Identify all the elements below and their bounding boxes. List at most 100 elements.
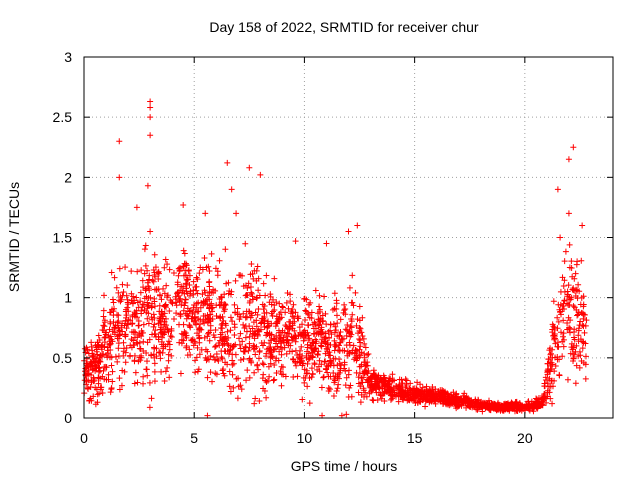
data-point bbox=[580, 315, 587, 322]
data-point bbox=[547, 345, 554, 352]
data-point bbox=[337, 316, 344, 323]
data-point bbox=[161, 290, 168, 297]
data-point bbox=[185, 267, 192, 274]
data-point bbox=[321, 293, 328, 300]
data-point bbox=[539, 402, 546, 409]
data-point bbox=[209, 304, 216, 311]
data-point bbox=[472, 399, 479, 406]
data-point bbox=[327, 321, 334, 328]
data-point bbox=[232, 277, 239, 284]
data-point bbox=[193, 287, 200, 294]
data-point bbox=[263, 272, 270, 279]
data-point bbox=[411, 397, 418, 404]
data-point bbox=[389, 371, 396, 378]
data-point bbox=[99, 327, 106, 334]
data-point bbox=[94, 351, 101, 358]
data-point bbox=[200, 302, 207, 309]
data-point bbox=[324, 363, 331, 370]
data-point bbox=[195, 326, 202, 333]
data-point bbox=[302, 316, 309, 323]
gridlines bbox=[84, 57, 613, 418]
data-point bbox=[176, 267, 183, 274]
data-point bbox=[551, 368, 558, 375]
data-point bbox=[107, 338, 114, 345]
data-point bbox=[202, 210, 209, 217]
data-point bbox=[117, 298, 124, 305]
data-point bbox=[100, 351, 107, 358]
data-point bbox=[556, 356, 563, 363]
data-point bbox=[462, 395, 469, 402]
data-point bbox=[163, 282, 170, 289]
data-point bbox=[186, 281, 193, 288]
data-point bbox=[142, 242, 149, 249]
data-point bbox=[337, 328, 344, 335]
data-point bbox=[263, 309, 270, 316]
data-point bbox=[314, 350, 321, 357]
data-point bbox=[348, 324, 355, 331]
data-point bbox=[221, 338, 228, 345]
data-point bbox=[333, 312, 340, 319]
data-point bbox=[508, 402, 515, 409]
data-point bbox=[253, 277, 260, 284]
data-point bbox=[570, 144, 577, 151]
data-point bbox=[255, 355, 262, 362]
data-point bbox=[582, 375, 589, 382]
data-point bbox=[242, 282, 249, 289]
data-point bbox=[88, 339, 95, 346]
data-point bbox=[116, 386, 123, 393]
data-point bbox=[106, 341, 113, 348]
data-point bbox=[178, 301, 185, 308]
data-point bbox=[292, 358, 299, 365]
data-point bbox=[560, 336, 567, 343]
data-point bbox=[190, 304, 197, 311]
data-point bbox=[565, 210, 572, 217]
data-point bbox=[348, 393, 355, 400]
data-point bbox=[194, 344, 201, 351]
data-point bbox=[526, 401, 533, 408]
data-point bbox=[242, 240, 249, 247]
data-point bbox=[212, 343, 219, 350]
data-point bbox=[213, 313, 220, 320]
data-point bbox=[318, 361, 325, 368]
data-point bbox=[263, 394, 270, 401]
data-point bbox=[191, 314, 198, 321]
data-point bbox=[479, 402, 486, 409]
data-point bbox=[131, 334, 138, 341]
data-point bbox=[476, 404, 483, 411]
data-point bbox=[342, 368, 349, 375]
data-point bbox=[336, 342, 343, 349]
y-tick-label: 1.5 bbox=[53, 230, 73, 246]
data-point bbox=[327, 357, 333, 364]
data-point bbox=[237, 345, 244, 352]
data-point bbox=[190, 342, 197, 349]
data-point bbox=[169, 300, 176, 307]
data-point bbox=[228, 186, 235, 193]
data-point bbox=[175, 288, 182, 295]
data-point bbox=[263, 332, 270, 339]
data-point bbox=[151, 251, 158, 258]
data-point bbox=[181, 299, 188, 306]
data-point bbox=[445, 393, 452, 400]
data-point bbox=[278, 363, 285, 370]
data-point bbox=[133, 339, 140, 346]
data-point bbox=[271, 275, 278, 282]
data-point bbox=[422, 403, 429, 410]
data-point bbox=[239, 272, 246, 279]
data-point bbox=[331, 290, 338, 297]
data-point bbox=[166, 266, 173, 273]
data-point bbox=[520, 405, 527, 412]
data-point bbox=[426, 399, 433, 406]
data-point bbox=[202, 289, 209, 296]
data-point bbox=[86, 371, 93, 378]
data-point bbox=[255, 287, 262, 294]
data-point bbox=[366, 383, 373, 390]
data-point bbox=[372, 373, 379, 380]
data-point bbox=[201, 334, 208, 341]
data-point bbox=[220, 317, 227, 324]
data-point bbox=[277, 309, 284, 316]
data-point bbox=[428, 393, 435, 400]
data-point bbox=[218, 348, 225, 355]
data-point bbox=[442, 391, 449, 398]
data-point bbox=[119, 320, 126, 327]
data-point bbox=[100, 307, 107, 314]
